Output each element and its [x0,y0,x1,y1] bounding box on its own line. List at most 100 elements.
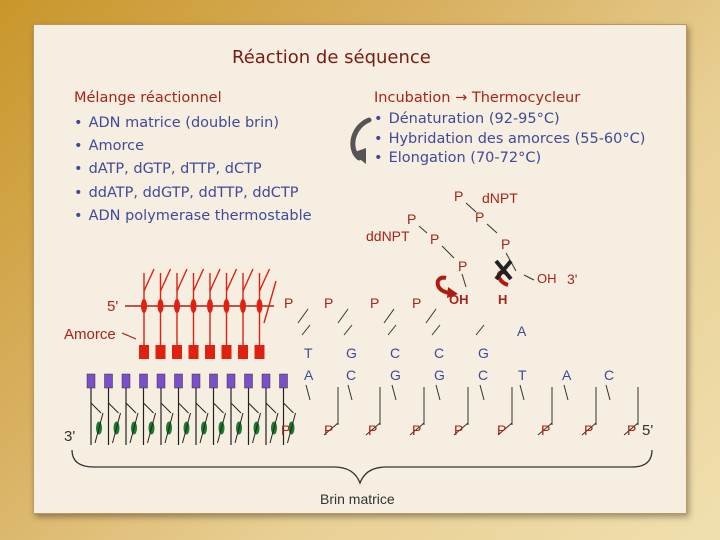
primer-base [172,345,182,359]
growing-OH-label: OH [449,292,469,307]
template-strand-phosphate: P [281,422,290,438]
template-strand-bond [347,384,353,401]
ddNPT-phosphate-2: P [430,231,439,247]
free-OH-label: OH [537,271,557,286]
primer-nucleotide [256,299,263,313]
template-backbone [199,412,209,444]
template-strand-phosphate: P [412,422,421,438]
ddNPT-bond [418,225,428,234]
incubation-item: Hybridation des amorces (55-60°C) [374,130,646,150]
template-backbone [248,402,259,414]
template-base [139,373,148,389]
bottom-base-label: C [478,367,488,383]
top-base-label: C [390,345,400,361]
template-backbone [252,412,261,444]
template-strand-bond [323,422,339,436]
ddNPT-phosphate-1: P [407,211,416,227]
template-base [86,373,96,389]
template-base [174,373,183,389]
growing-strand-phosphate: P [284,295,293,311]
blocked-cross-icon [494,259,513,281]
template-backbone [182,412,191,444]
cycle-arrowhead-icon [352,148,366,164]
template-backbone [125,402,137,414]
template-strand-bond [453,422,469,436]
template-backbone [230,402,242,414]
primer-base [205,345,215,359]
primer-strand [242,268,254,292]
template-backbone [90,402,102,414]
dideoxy-H-label: H [498,292,507,307]
primer-base [254,345,265,359]
dNPT-phosphate-3: P [501,236,510,252]
dNPT-phosphate-2: P [475,209,484,225]
amorce-pointer [121,332,137,340]
mix-heading: Mélange réactionnel [74,90,222,106]
mix-item: dATP, dGTP, dTTP, dCTP [74,158,312,181]
three-prime-bottom-label: 3' [64,428,75,445]
mix-item: ADN matrice (double brin) [74,112,312,135]
template-backbone [147,412,156,444]
growing-strand-bond [301,324,311,336]
growing-strand-phosphate: P [412,295,421,311]
mix-list: ADN matrice (double brin) Amorce dATP, d… [74,112,312,228]
growing-strand-bond [425,308,437,324]
bottom-base-label: G [434,367,445,383]
template-strand-bond [497,422,513,436]
five-prime-top-label: 5' [107,298,118,315]
bottom-base-label: A [304,367,314,383]
template-base [191,373,201,389]
template-strand-bond [623,422,639,436]
template-strand-bond [305,384,311,401]
growing-strand-bond [431,324,441,336]
top-base-label: C [434,345,444,361]
growing-strand-bond [383,308,395,324]
template-backbone [164,412,174,444]
template-strand-bond [365,422,381,436]
top-base-label: G [478,345,489,361]
template-base [244,373,253,389]
template-base [279,373,288,389]
primer-strand [225,268,238,292]
three-prime-top-label: 3' [567,271,577,287]
template-strand-bond [563,384,569,401]
template-backbone [94,412,104,444]
sequencing-diagram: P dNPT P P P ddNPT P P OH 3' OH H A 5' A… [64,117,653,507]
bottom-base-label: A [562,367,572,383]
template-base [104,373,113,389]
template-strand-bond [519,384,525,401]
ddNPT-phosphate-3: P [458,258,467,274]
template-strand-phosphate: P [627,422,636,438]
incubation-item: Dénaturation (92-95°C) [374,110,645,130]
primer-base [221,345,232,359]
growing-strand-bond [337,308,349,324]
template-backbone [217,412,226,444]
template-base [209,373,218,389]
mix-item: ddATP, ddGTP, ddTTP, ddCTP [74,182,312,205]
dNPT-bond [486,223,498,234]
primer-strand [159,268,172,292]
primer-nucleotide [141,299,147,313]
incubation-item: Elongation (70-72°C) [374,149,645,169]
template-base [156,373,166,389]
ddNPT-label: ddNPT [366,228,410,244]
primer-nucleotide [190,299,197,313]
dNPT-label: dNPT [482,190,518,206]
primer-base [238,345,248,359]
bottom-base-label: T [518,367,527,383]
template-strand-bond [435,384,441,401]
template-base [226,373,236,389]
primer-nucleotide [157,299,164,313]
template-strand-bond [409,422,425,436]
slide: Réaction de séquence Mélange réactionnel… [33,24,687,514]
template-backbone [108,402,119,414]
template-backbone [195,402,207,414]
primer-strand [143,268,155,292]
incoming-A-label: A [517,323,527,339]
template-backbone [283,402,294,414]
template-backbone [129,412,139,444]
template-backbone [269,412,279,444]
template-strand-phosphate: P [584,422,593,438]
primer-strand [176,268,188,292]
growing-strand-bond [297,308,309,324]
